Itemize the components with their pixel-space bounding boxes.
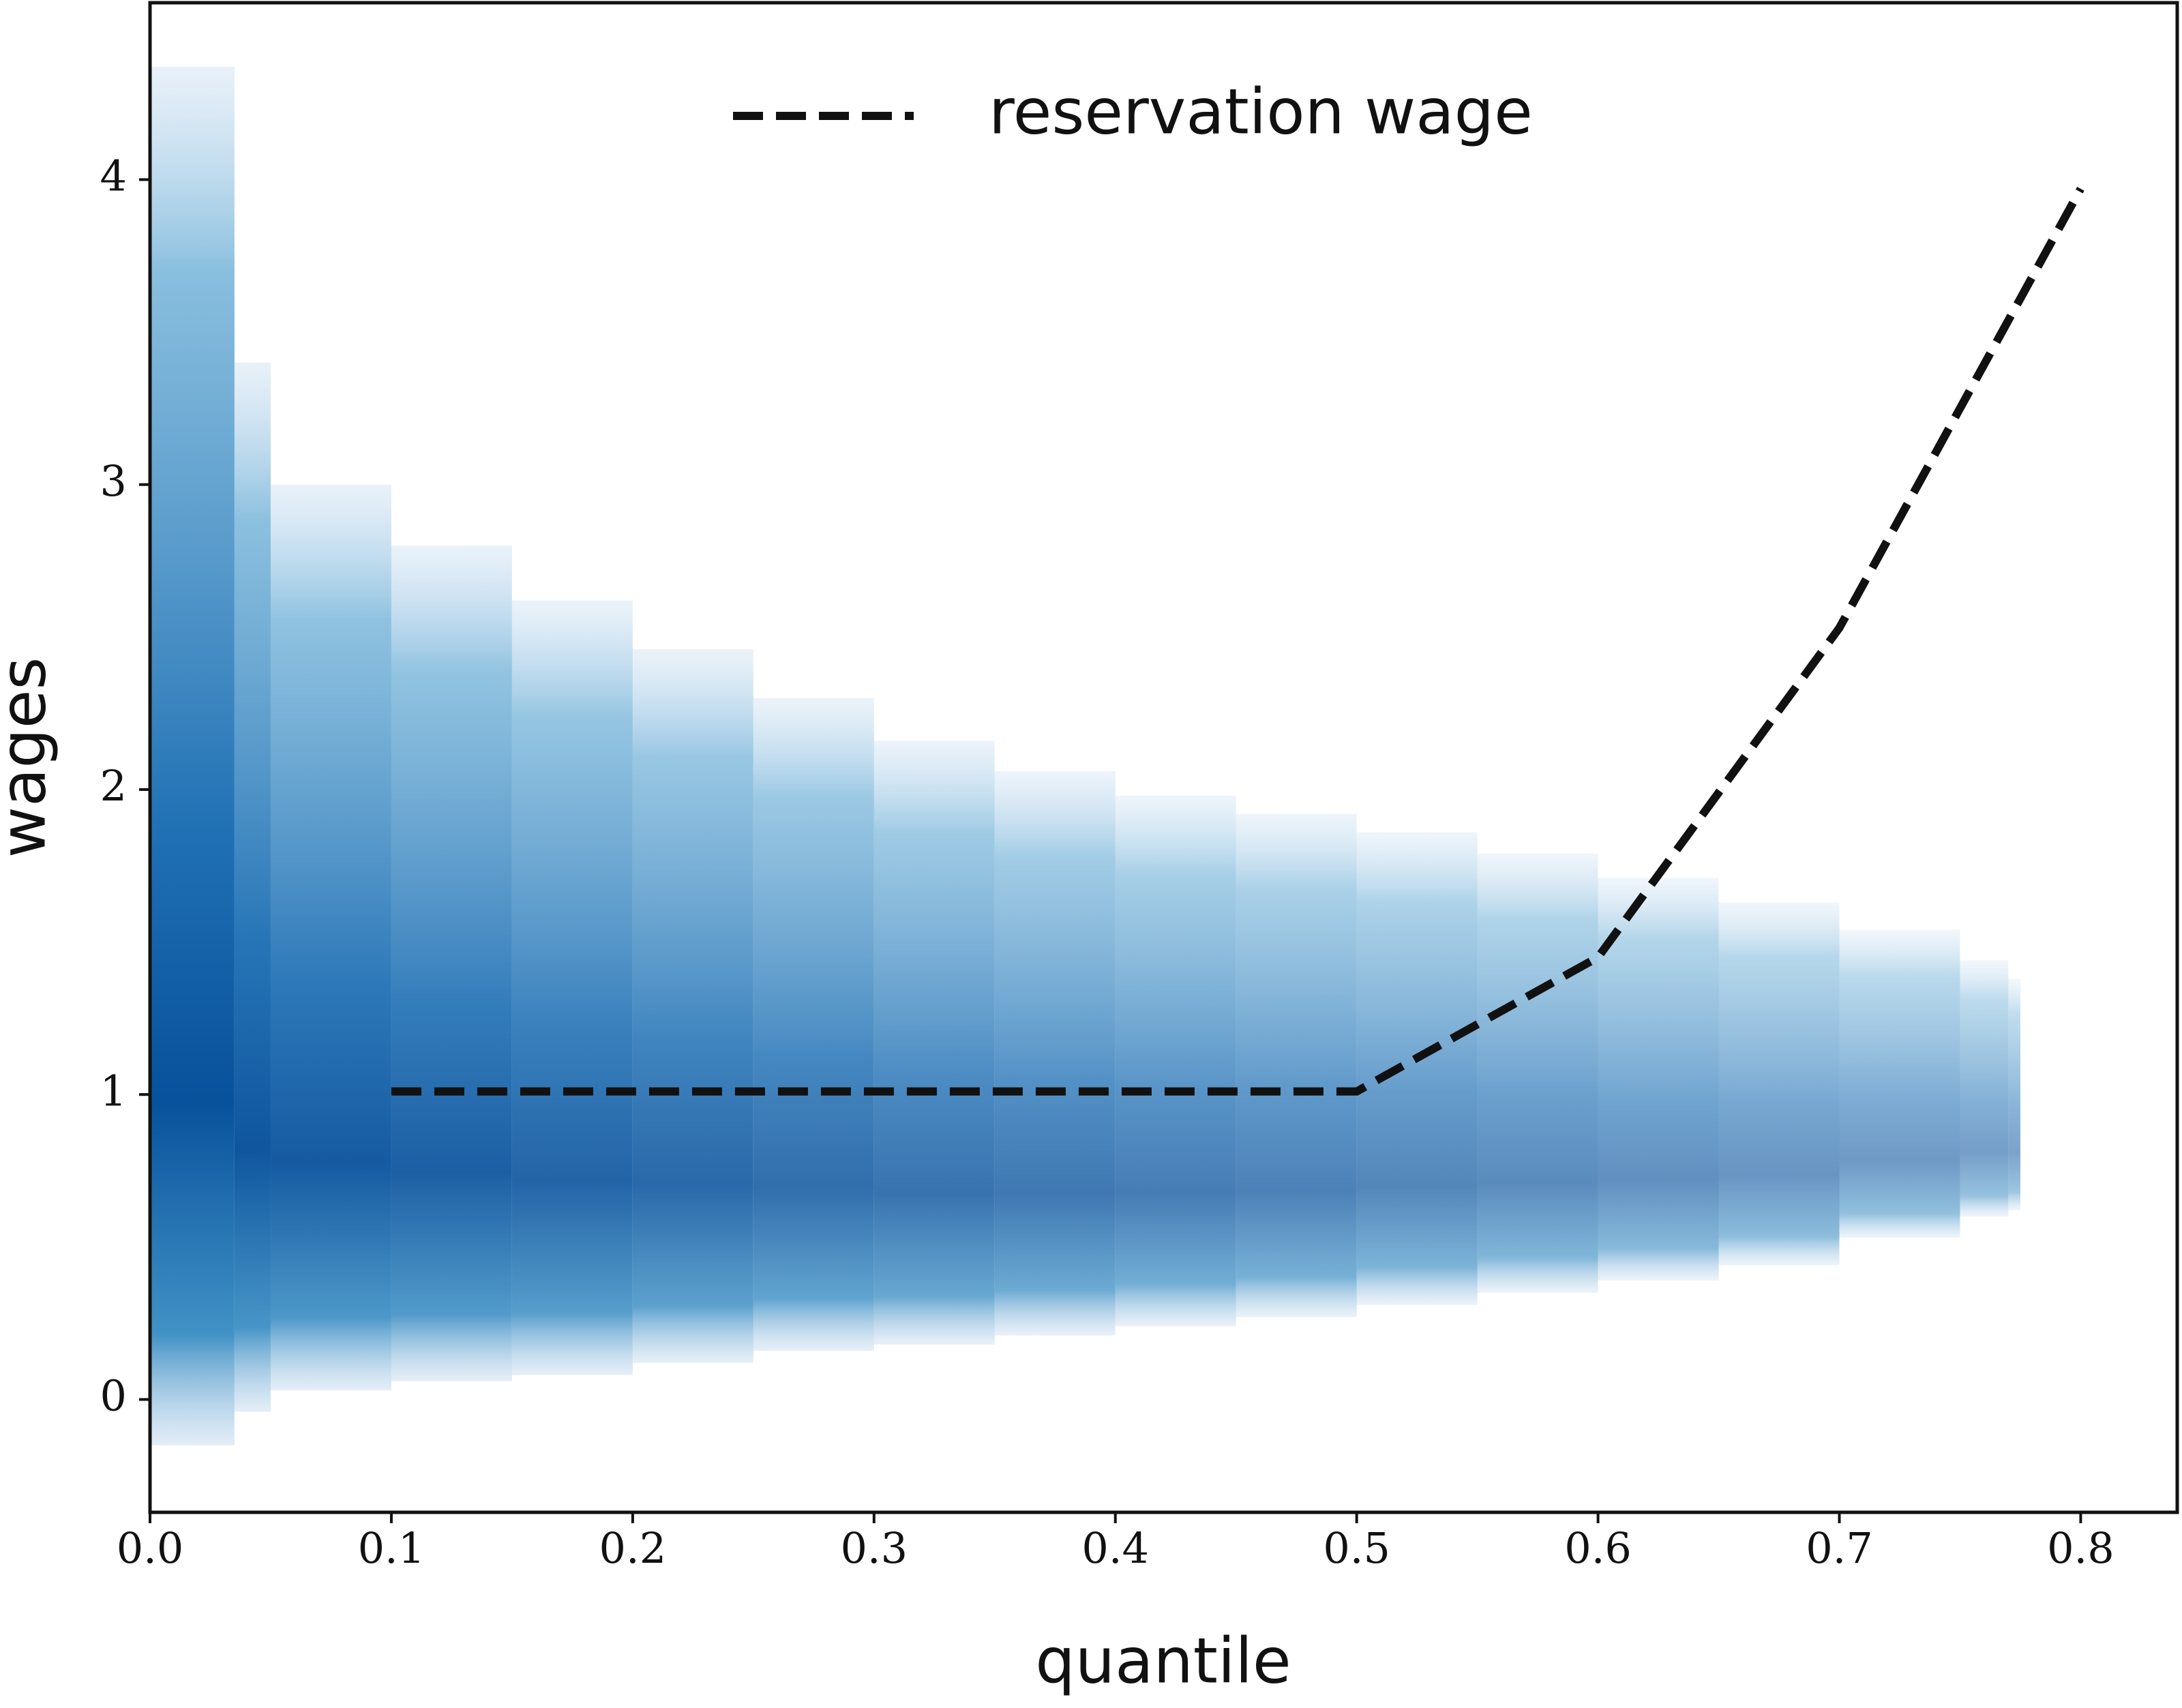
density-column: [632, 649, 753, 1363]
x-tick-label: 0.5: [1323, 1523, 1390, 1573]
line-layer: [391, 186, 2084, 1096]
density-column: [150, 66, 235, 1445]
density-column: [1115, 795, 1236, 1327]
density-column: [1236, 813, 1357, 1317]
x-tick-label: 0.2: [599, 1523, 667, 1573]
y-tick-label: 4: [100, 151, 127, 201]
density-column: [511, 600, 633, 1375]
x-axis-label: quantile: [1035, 1624, 1291, 1697]
legend-label: reservation wage: [989, 75, 1533, 148]
y-tick-label: 2: [100, 761, 127, 811]
density-column: [1356, 832, 1478, 1305]
y-tick-label: 3: [100, 456, 127, 506]
density-column: [873, 740, 995, 1345]
y-axis-label: wages: [0, 657, 59, 858]
x-tick-label: 0.6: [1564, 1523, 1632, 1573]
y-tick-label: 1: [100, 1066, 127, 1115]
x-tick-label: 0.3: [840, 1523, 908, 1573]
x-tick-label: 0.0: [117, 1523, 184, 1573]
density-column: [270, 484, 391, 1391]
x-tick-label: 0.8: [2047, 1523, 2114, 1573]
density-column: [234, 362, 271, 1412]
series-line: [391, 186, 2084, 1096]
x-tick-label: 0.4: [1081, 1523, 1149, 1573]
density-column: [391, 545, 512, 1381]
density-column: [753, 698, 874, 1351]
density-column: [994, 771, 1116, 1336]
y-tick-label: 0: [100, 1371, 127, 1421]
x-tick-label: 0.7: [1806, 1523, 1873, 1573]
density-column: [1839, 929, 1960, 1238]
axes-frame: [148, 1, 2179, 1514]
density-column: [1598, 878, 1719, 1281]
density-column: [2008, 978, 2020, 1211]
density-column: [1477, 853, 1598, 1293]
density-layer: [150, 66, 2020, 1445]
density-column: [1960, 960, 2009, 1217]
density-column: [1718, 902, 1840, 1265]
x-tick-label: 0.1: [358, 1523, 425, 1573]
